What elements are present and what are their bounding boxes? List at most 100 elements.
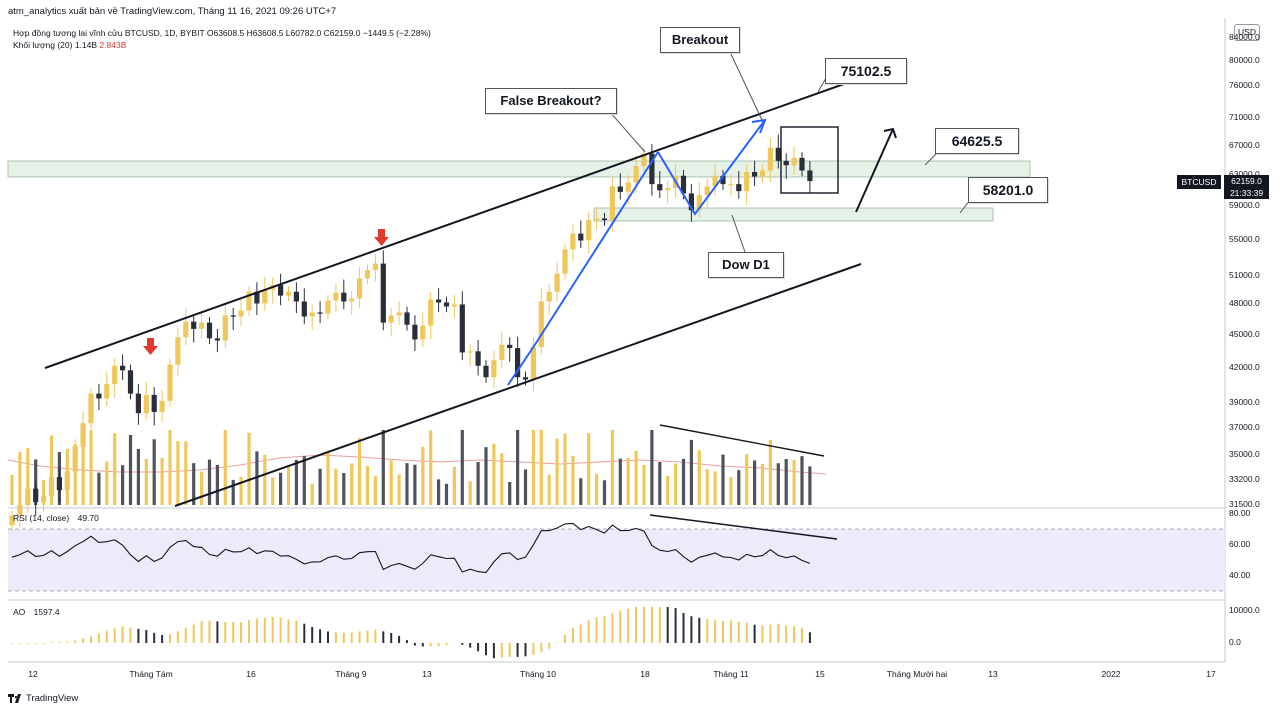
volume-bar	[602, 480, 607, 505]
volume-bar	[697, 450, 701, 505]
time-tick-label: Tháng Mười hai	[886, 669, 948, 679]
candle-body	[191, 321, 197, 329]
ao-bar	[50, 642, 53, 643]
volume-bar	[563, 433, 567, 505]
ao-bar	[619, 610, 622, 643]
volume-bar	[705, 468, 709, 505]
level-top-pointer	[817, 77, 827, 93]
volume-bar	[634, 450, 638, 505]
volume-bar	[389, 460, 393, 505]
channel-lower-line[interactable]	[174, 263, 862, 507]
ao-bar	[232, 622, 235, 643]
ao-bar	[342, 632, 345, 643]
candle-body	[206, 322, 213, 339]
time-tick-label: 17	[1206, 669, 1216, 679]
volume-bar	[144, 458, 148, 505]
candle-body	[301, 301, 307, 317]
candle-body	[254, 291, 260, 304]
red-down-arrow-icon	[143, 338, 158, 355]
false-breakout-label[interactable]: False Breakout?	[485, 88, 617, 114]
volume-bar	[531, 430, 535, 505]
volume-bar	[452, 466, 456, 505]
level-top-label[interactable]: 75102.5	[825, 58, 907, 84]
volume-bar	[729, 477, 733, 505]
candle-body	[199, 322, 205, 329]
candle-body	[396, 312, 402, 316]
rsi-value: 49.70	[77, 513, 99, 523]
volume-bar	[437, 479, 441, 505]
ao-bar	[271, 616, 274, 643]
rsi-legend: RSI (14, close) 49.70	[13, 513, 99, 523]
ao-bar	[571, 628, 574, 643]
ao-value: 1597.4	[33, 607, 60, 617]
ao-bar	[761, 625, 764, 643]
price-tick-label: 37000.0	[1229, 422, 1260, 433]
volume-bar	[571, 455, 575, 505]
blue-dow-line[interactable]	[657, 119, 766, 216]
volume-bar	[721, 454, 725, 505]
candle-body	[546, 291, 552, 302]
ao-bar	[445, 643, 448, 646]
candle-body	[507, 344, 513, 349]
ao-bar	[753, 624, 756, 643]
red-down-arrow-icon	[374, 229, 389, 246]
price-tick-label: 55000.0	[1229, 233, 1260, 244]
ao-bar	[66, 641, 69, 643]
currency-badge[interactable]: USD	[1234, 24, 1260, 41]
rsi-divergence-line[interactable]	[649, 514, 838, 540]
candle-body	[515, 348, 521, 378]
ao-bar	[587, 620, 590, 643]
candle-body	[167, 364, 173, 401]
ao-bar	[801, 628, 803, 643]
time-tick-label: Tháng Tám	[129, 669, 173, 679]
breakout-label[interactable]: Breakout	[660, 27, 740, 53]
volume-bar	[460, 430, 464, 505]
volume-value: 2.843B	[99, 40, 127, 50]
blue-swing-up-line[interactable]	[507, 151, 659, 386]
tradingview-logo[interactable]: TradingView	[8, 693, 78, 704]
candles	[9, 134, 813, 532]
ao-bar	[287, 619, 290, 643]
symbol-line: Hợp đồng tương lai vĩnh cửu BTCUSD, 1D, …	[13, 28, 431, 38]
price-tick-label: 45000.0	[1229, 329, 1260, 340]
volume-bar	[674, 463, 678, 505]
level-mid-label[interactable]: 64625.5	[935, 128, 1019, 154]
projection-arrow-line[interactable]	[855, 128, 894, 213]
time-tick-label: Tháng 10	[520, 669, 556, 679]
volume-bar	[429, 430, 433, 505]
candle-body	[688, 193, 694, 211]
ao-bar	[161, 634, 164, 643]
volume-bar	[128, 434, 133, 505]
candle-body	[522, 377, 529, 380]
volume-bar	[618, 458, 622, 505]
price-tick-label: 42000.0	[1229, 362, 1260, 373]
volume-bar	[318, 468, 322, 505]
ao-bar	[334, 632, 337, 643]
ao-bar	[192, 624, 195, 643]
ao-bar	[413, 643, 416, 646]
ao-bar	[516, 643, 519, 657]
ao-bar	[808, 632, 811, 643]
ao-bar	[658, 607, 661, 643]
time-tick-label: 16	[246, 669, 256, 679]
price-tick-label: 31500.0	[1229, 499, 1260, 509]
consolidation-box[interactable]	[780, 126, 839, 194]
price-tick-label: 33200.0	[1229, 473, 1260, 484]
ao-bar	[216, 621, 219, 643]
candle-body	[617, 186, 623, 192]
dow-label[interactable]: Dow D1	[708, 252, 784, 278]
ao-bar	[34, 643, 37, 644]
channel-upper-line[interactable]	[44, 78, 859, 369]
volume-bar	[207, 459, 212, 505]
ao-bar	[429, 643, 432, 647]
rsi-label: RSI (14, close)	[13, 513, 70, 523]
volume-divergence-line[interactable]	[659, 424, 825, 457]
ao-bar	[548, 643, 551, 649]
ao-bar	[11, 643, 13, 644]
ao-bar	[374, 629, 377, 643]
candle-body	[388, 315, 394, 323]
level-low-label[interactable]: 58201.0	[968, 177, 1048, 203]
ao-bar	[58, 641, 61, 643]
ao-bar	[627, 608, 630, 643]
